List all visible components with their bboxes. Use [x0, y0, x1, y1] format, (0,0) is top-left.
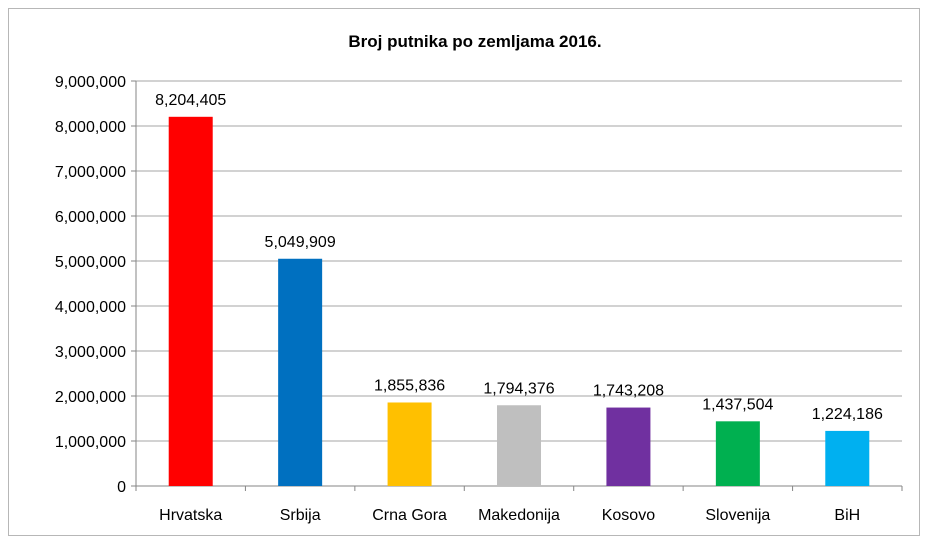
x-tick-label: Slovenija [705, 507, 770, 524]
data-label: 1,437,504 [702, 396, 773, 413]
data-label: 1,224,186 [812, 406, 883, 423]
x-tick-label: Makedonija [478, 507, 560, 524]
bar-slovenija [715, 421, 760, 486]
y-tick-label: 0 [117, 479, 126, 496]
gridlines [136, 80, 902, 442]
bar-srbija [278, 258, 323, 486]
data-label: 1,794,376 [483, 380, 554, 397]
x-tick-label: Hrvatska [159, 507, 222, 524]
y-axis-ticks: 0 1,000,000 2,000,000 3,000,000 4,000,000 5,0… [55, 74, 902, 496]
bar-hrvatska [168, 116, 213, 487]
x-tick-label: Crna Gora [372, 507, 447, 524]
chart-frame [8, 8, 920, 536]
bar-bih [825, 430, 870, 486]
bar-kosovo [606, 407, 651, 486]
data-label: 5,049,909 [265, 234, 336, 251]
data-labels: 8,204,405 5,049,909 1,855,836 1,794,376 1,74… [155, 92, 883, 423]
y-tick-label: 9,000,000 [55, 74, 126, 91]
y-tick-label: 8,000,000 [55, 119, 126, 136]
y-tick-label: 2,000,000 [55, 389, 126, 406]
y-tick-label: 6,000,000 [55, 209, 126, 226]
x-tick-label: Kosovo [602, 507, 655, 524]
y-tick-label: 7,000,000 [55, 164, 126, 181]
bars [168, 116, 870, 487]
y-tick-label: 1,000,000 [55, 434, 126, 451]
y-tick-label: 5,000,000 [55, 254, 126, 271]
x-tick-label: Srbija [280, 507, 321, 524]
bar-makedonija [497, 405, 541, 486]
data-label: 1,855,836 [374, 377, 445, 394]
y-tick-label: 3,000,000 [55, 344, 126, 361]
x-axis-ticks: Hrvatska Srbija Crna Gora Makedonija Kosovo S… [135, 486, 903, 524]
data-label: 1,743,208 [593, 383, 664, 400]
x-tick-label: BiH [834, 507, 860, 524]
y-tick-label: 4,000,000 [55, 299, 126, 316]
data-label: 8,204,405 [155, 92, 226, 109]
bar-crna-gora [387, 402, 432, 486]
chart-title: Broj putnika po zemljama 2016. [348, 32, 601, 51]
